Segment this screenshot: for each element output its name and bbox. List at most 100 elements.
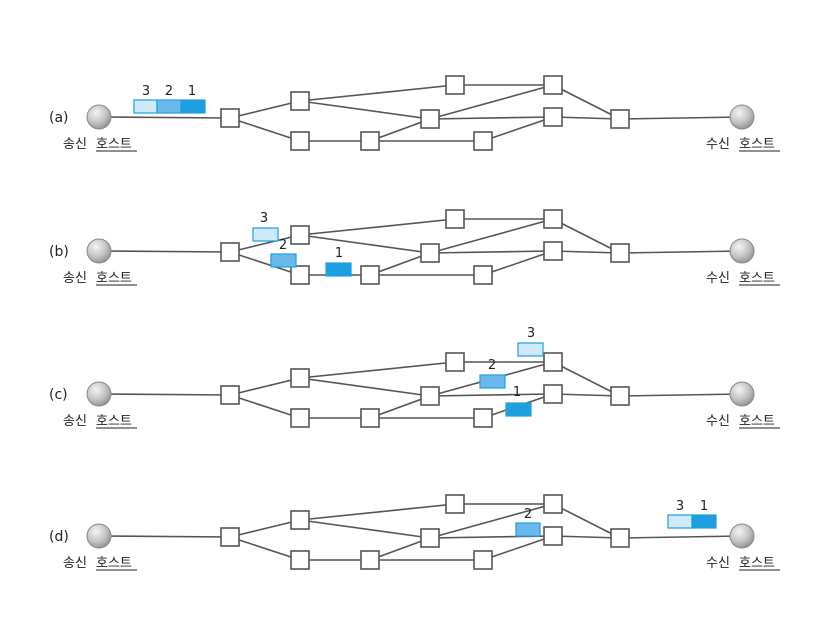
link-r7-r9 [482,116,554,142]
router-r1 [220,242,240,262]
link-sender [98,116,231,119]
panel-b: (b) 송신 호스트 수신 호스트 32 1 [49,209,780,286]
sender-host-icon [86,523,112,549]
link-r9-r10 [552,116,621,120]
link-r1-r3 [229,251,301,276]
router-r8 [543,494,563,514]
receiver-host-icon [729,104,755,130]
link-r4-r5 [369,537,431,561]
packet-number: 3 [142,84,150,99]
link-receiver [619,250,743,254]
link-receiver [619,535,743,539]
link-r5-r8 [429,84,554,120]
router-r1 [220,527,240,547]
router-r4 [360,265,380,285]
receiver-host-icon [729,381,755,407]
sender-host-icon [86,381,112,407]
router-r10 [610,528,630,548]
router-r9 [543,384,563,404]
receiver-label: 수신 [706,556,730,571]
link-r8-r10 [552,84,621,120]
router-r5 [420,528,440,548]
link-r9-r10 [552,250,621,254]
receiver-label: 수신 [706,271,730,286]
link-r5-r9 [429,393,554,397]
router-r3 [290,408,310,428]
router-r4 [360,131,380,151]
packet-number: 1 [335,246,343,261]
link-r7-r9 [482,535,554,561]
link-r4-r5 [369,118,431,142]
packet-number: 2 [279,238,287,253]
packet-2 [156,99,182,114]
sender-label: 송신 [63,556,87,571]
sender-label: 송신 [63,414,87,429]
packet-3 [667,514,693,529]
packet-3 [517,342,544,357]
sender-host-label: 호스트 [96,271,132,286]
link-r1-r2 [229,377,301,396]
router-r5 [420,109,440,129]
packet-3 [133,99,158,114]
link-r1-r3 [229,394,301,419]
router-r9 [543,241,563,261]
sender-label: 송신 [63,271,87,286]
router-r6 [445,75,465,95]
link-r8-r10 [552,503,621,539]
sender-host-label: 호스트 [96,414,132,429]
packet-3 [252,227,279,242]
sender-host-icon [86,238,112,264]
links [98,503,743,561]
link-receiver [619,393,743,397]
packet-number: 3 [676,499,684,514]
router-r1 [220,108,240,128]
link-r4-r5 [369,395,431,419]
link-r7-r9 [482,250,554,276]
link-sender [98,535,231,538]
sender-label: 송신 [63,137,87,152]
router-r8 [543,352,563,372]
receiver-host-icon [729,523,755,549]
panel-label: (b) [49,244,69,260]
router-r6 [445,209,465,229]
panel-label: (a) [49,110,69,126]
router-r9 [543,107,563,127]
router-r1 [220,385,240,405]
receiver-host-label: 호스트 [739,271,775,286]
link-r2-r5 [299,377,431,397]
receiver-label: 수신 [706,137,730,152]
router-r4 [360,550,380,570]
link-r9-r10 [552,393,621,397]
links [98,218,743,276]
link-r1-r2 [229,100,301,119]
packet-2 [270,253,297,268]
sender-host-label: 호스트 [96,556,132,571]
router-r8 [543,75,563,95]
packet-2 [479,374,506,389]
link-r5-r9 [429,116,554,120]
link-r5-r9 [429,250,554,254]
receiver-host-label: 호스트 [739,137,775,152]
links [98,361,743,419]
link-r1-r3 [229,536,301,561]
router-r3 [290,265,310,285]
link-sender [98,393,231,396]
packet-number: 2 [524,507,532,522]
router-r10 [610,109,630,129]
packet-number: 3 [260,211,268,226]
router-r9 [543,526,563,546]
receiver-host-icon [729,238,755,264]
router-r10 [610,386,630,406]
router-r7 [473,131,493,151]
router-r7 [473,408,493,428]
router-r5 [420,386,440,406]
receiver-host-label: 호스트 [739,414,775,429]
link-r2-r5 [299,234,431,254]
receiver-label: 수신 [706,414,730,429]
router-r3 [290,131,310,151]
packet-number: 1 [513,385,521,400]
link-r2-r6 [299,361,456,379]
link-r1-r2 [229,519,301,538]
router-r7 [473,265,493,285]
